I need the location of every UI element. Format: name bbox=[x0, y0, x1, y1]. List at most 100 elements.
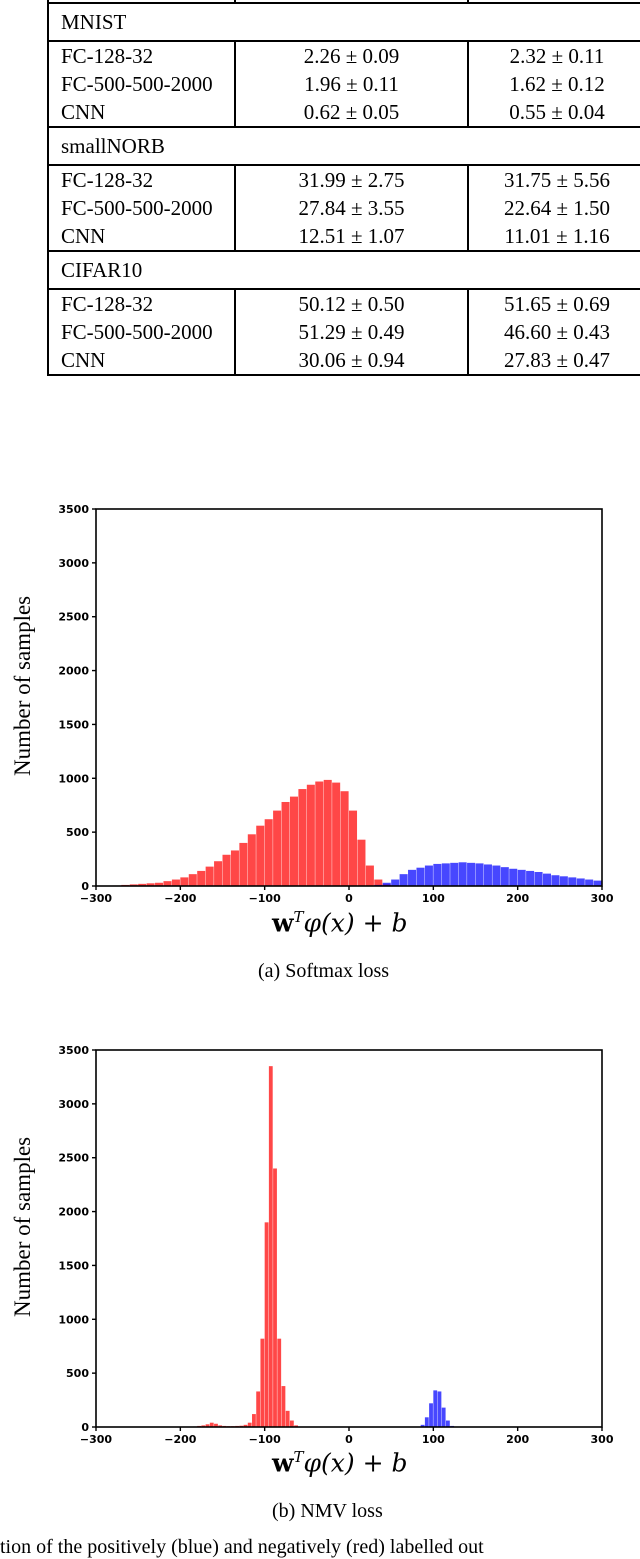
histogram-bar bbox=[559, 876, 568, 886]
histogram-bar bbox=[281, 801, 290, 886]
x-tick-label: 200 bbox=[506, 892, 529, 905]
histogram-softmax: −300 −200 −100 0 100 200 300 0 500 1000 1500 2000 25… bbox=[10, 503, 614, 982]
results-table-grid: MNIST FC-128-32 2.26 ± 0.09 2.32 ± 0.11 FC-5… bbox=[47, 0, 640, 376]
y-tick-label: 2000 bbox=[58, 665, 89, 678]
histogram-bar bbox=[374, 879, 383, 886]
y-tick-label: 2500 bbox=[58, 611, 89, 624]
section-label: CIFAR10 bbox=[47, 250, 640, 290]
histogram-bar bbox=[323, 779, 332, 886]
value-cell: 30.06 ± 0.94 bbox=[234, 346, 469, 376]
histogram-bar bbox=[500, 867, 509, 886]
histogram-bar bbox=[420, 1424, 425, 1427]
value-cell: 27.83 ± 0.47 bbox=[467, 346, 640, 376]
histogram-bar bbox=[214, 861, 223, 886]
histogram-bar bbox=[306, 784, 315, 886]
histogram-bar bbox=[289, 1420, 294, 1427]
histogram-bar bbox=[399, 874, 408, 886]
histogram-bar bbox=[340, 791, 349, 886]
subcaption-a: (a) Softmax loss bbox=[258, 960, 390, 982]
y-tick-label: 3000 bbox=[58, 1098, 89, 1111]
histogram-bar bbox=[260, 1338, 265, 1427]
histogram-bar bbox=[155, 882, 164, 886]
value-cell: 50.12 ± 0.50 bbox=[234, 289, 469, 318]
x-label-w: w bbox=[272, 908, 294, 938]
histogram-bar bbox=[268, 1066, 273, 1427]
histogram-bar bbox=[315, 781, 324, 886]
histogram-bar bbox=[214, 1423, 218, 1427]
histogram-bar bbox=[256, 825, 265, 886]
histogram-bar bbox=[264, 819, 273, 886]
x-label-sup: T bbox=[293, 1448, 304, 1466]
x-tick-label: 100 bbox=[422, 1433, 445, 1446]
x-tick-label: 0 bbox=[345, 1433, 353, 1446]
results-table: MNIST FC-128-32 2.26 ± 0.09 2.32 ± 0.11 FC-5… bbox=[47, 0, 640, 376]
histogram-bar bbox=[593, 880, 602, 886]
x-tick-label: −100 bbox=[249, 1433, 282, 1446]
y-tick-label: 0 bbox=[81, 880, 89, 893]
value-cell: 2.32 ± 0.11 bbox=[467, 41, 640, 70]
histogram-bar bbox=[138, 883, 147, 886]
histogram-bar bbox=[289, 796, 298, 886]
histogram-bar bbox=[264, 1222, 269, 1427]
x-tick-label: −100 bbox=[249, 892, 282, 905]
y-tick-label: 0 bbox=[81, 1421, 89, 1434]
value-cell: 27.84 ± 3.55 bbox=[234, 194, 469, 222]
histogram-bar bbox=[146, 883, 155, 886]
x-tick-label: 200 bbox=[506, 1433, 529, 1446]
histogram-bar bbox=[252, 1414, 256, 1427]
histogram-bar bbox=[437, 1391, 442, 1427]
histogram-bar bbox=[247, 1422, 252, 1427]
histogram-bar bbox=[534, 871, 543, 886]
model-cell: FC-500-500-2000 bbox=[47, 194, 236, 222]
histogram-bar bbox=[129, 884, 138, 886]
histogram-bar bbox=[201, 1425, 206, 1427]
x-label-rest: φ(x) + bbox=[303, 1448, 392, 1478]
value-cell: 0.62 ± 0.05 bbox=[234, 98, 469, 127]
table-row: CNN 30.06 ± 0.94 27.83 ± 0.47 bbox=[47, 346, 640, 376]
histogram-bar bbox=[483, 864, 492, 886]
histogram-bar bbox=[441, 863, 450, 886]
histogram-bar bbox=[247, 834, 256, 886]
x-label-sup: T bbox=[293, 908, 304, 926]
histogram-bar bbox=[277, 1338, 282, 1427]
value-cell: 46.60 ± 0.43 bbox=[467, 318, 640, 346]
histogram-bar bbox=[171, 879, 180, 886]
histogram-bar bbox=[408, 869, 417, 886]
model-cell: CNN bbox=[47, 98, 236, 127]
x-tick-label: 300 bbox=[591, 1433, 614, 1446]
histogram-bar bbox=[222, 854, 231, 886]
value-cell: 0.55 ± 0.04 bbox=[467, 98, 640, 127]
table-section-header: MNIST bbox=[47, 2, 640, 42]
histogram-bar bbox=[416, 867, 425, 886]
histogram-bar bbox=[298, 789, 307, 886]
value-cell: 12.51 ± 1.07 bbox=[234, 222, 469, 251]
histogram-bar bbox=[281, 1386, 286, 1427]
x-label-b: b bbox=[391, 1448, 408, 1478]
histogram-bar bbox=[475, 863, 484, 886]
value-cell: 2.26 ± 0.09 bbox=[234, 41, 469, 70]
histogram-bar bbox=[382, 882, 391, 886]
model-cell: FC-128-32 bbox=[47, 289, 236, 318]
subcaption-b: (b) NMV loss bbox=[272, 1500, 383, 1522]
value-cell: 11.01 ± 1.16 bbox=[467, 222, 640, 251]
histogram-bar bbox=[332, 782, 341, 886]
x-tick-label: −200 bbox=[164, 1433, 197, 1446]
histogram-bar bbox=[441, 1407, 446, 1427]
histogram-bar bbox=[188, 874, 197, 886]
histogram-softmax-plot: −300 −200 −100 0 100 200 300050010001500200025… bbox=[58, 503, 613, 905]
table-row: FC-128-32 50.12 ± 0.50 51.65 ± 0.69 bbox=[47, 289, 640, 318]
histogram-bar bbox=[197, 870, 206, 886]
histogram-bar bbox=[391, 879, 400, 886]
histogram-bar bbox=[273, 810, 282, 886]
histogram-bar bbox=[230, 850, 239, 886]
x-tick-label: 0 bbox=[345, 892, 353, 905]
x-tick-label: −300 bbox=[80, 1433, 113, 1446]
axes-frame bbox=[95, 1049, 603, 1428]
value-cell: 1.96 ± 0.11 bbox=[234, 70, 469, 98]
model-cell: FC-128-32 bbox=[47, 41, 236, 70]
histogram-bar bbox=[180, 877, 189, 886]
x-label-rest: φ(x) + bbox=[303, 908, 392, 938]
histogram-bar bbox=[429, 1403, 433, 1427]
